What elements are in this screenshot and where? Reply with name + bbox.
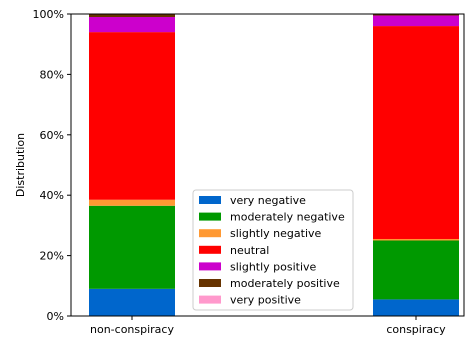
bar-segment [89,32,175,200]
y-axis-label: Distribution [14,133,27,197]
y-tick-label: 80% [40,68,64,81]
bar-segment [89,288,175,316]
bar-segment [373,299,459,316]
legend-box [192,189,354,311]
y-tick-label: 100% [33,8,64,21]
legend-swatch [199,212,221,221]
legend-label: slightly positive [230,260,317,273]
bar-segment [373,26,459,239]
bar-segment [89,14,175,18]
axes-layer [70,13,465,317]
plot-frame [70,13,465,317]
legend-swatch [199,262,221,271]
bar-segment [373,240,459,300]
y-axis: 0% 20% 40% 60% 80% 100% [33,8,71,323]
legend-label: neutral [230,244,269,257]
bar-segment [89,199,175,206]
legend-label: moderately negative [230,211,345,224]
y-tick-label: 40% [40,189,64,202]
legend-swatch [199,229,221,238]
legend: very negative moderately negative slightly… [192,189,354,311]
bar-segment [373,15,459,27]
y-tick-label: 20% [40,250,64,263]
bar-segment [373,238,459,241]
bars-layer [89,14,459,316]
bar-segment [89,17,175,33]
legend-label: very positive [230,294,301,307]
x-axis: non-conspiracy conspiracy [90,316,446,336]
legend-swatch [199,295,221,304]
x-tick-label: conspiracy [386,323,446,336]
x-tick-label: non-conspiracy [90,323,174,336]
legend-swatch [199,196,221,204]
y-tick-label: 60% [40,129,64,142]
y-tick-label: 0% [47,310,64,323]
legend-label: very negative [230,194,306,207]
bar-segment [89,205,175,289]
legend-swatch [199,279,221,287]
bar-segment [373,14,459,16]
legend-label: slightly negative [230,227,322,240]
legend-swatch [199,245,221,254]
legend-label: moderately positive [230,277,340,290]
